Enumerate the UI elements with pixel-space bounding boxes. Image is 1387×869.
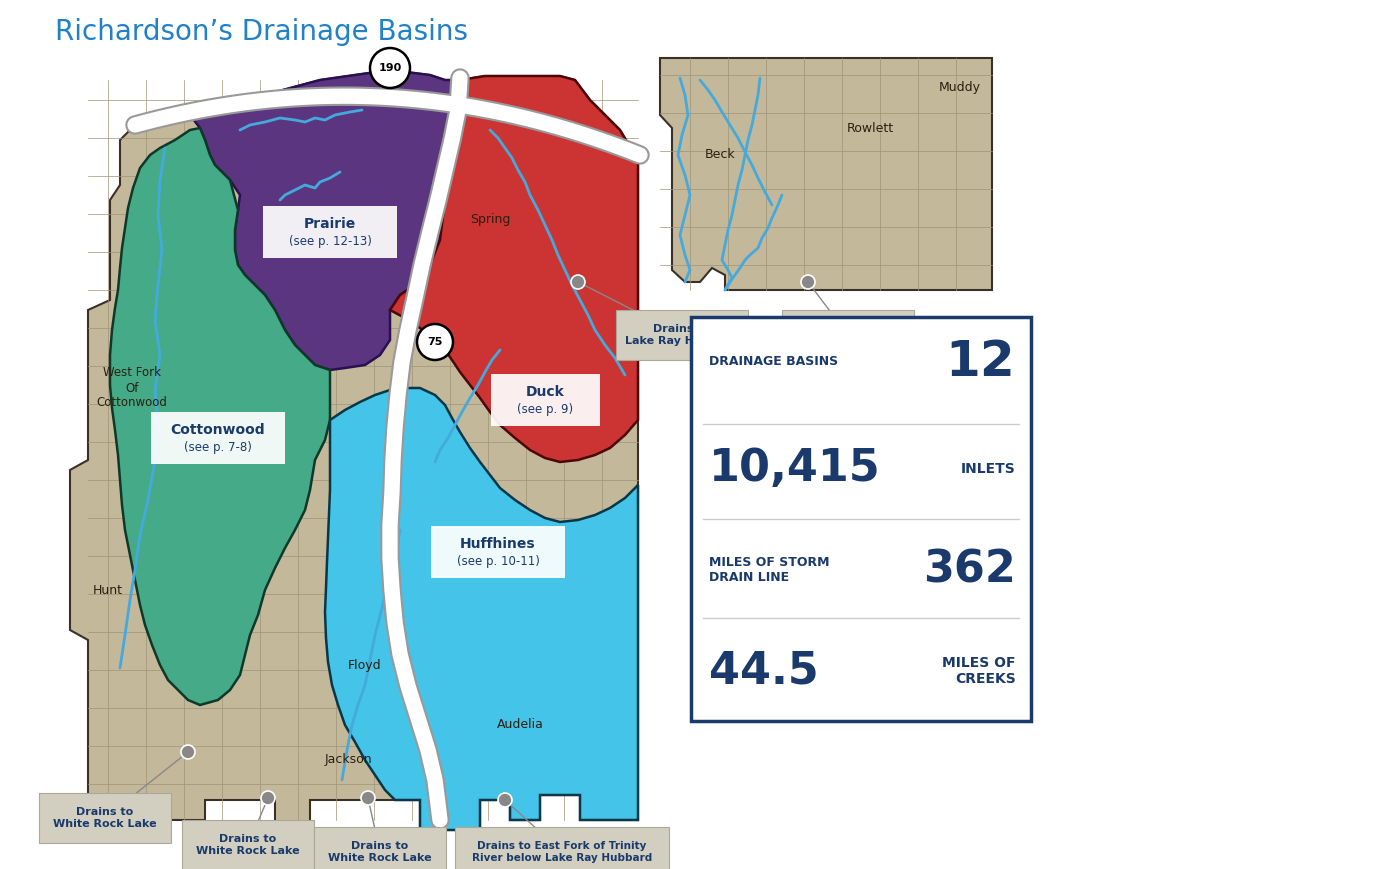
Text: 190: 190: [379, 63, 402, 73]
Polygon shape: [390, 76, 638, 462]
FancyBboxPatch shape: [264, 206, 397, 258]
Text: Drains to East Fork of Trinity
River below Lake Ray Hubbard: Drains to East Fork of Trinity River bel…: [472, 841, 652, 863]
Text: MILES OF
CREEKS: MILES OF CREEKS: [942, 655, 1015, 686]
Text: Huffhines: Huffhines: [460, 537, 535, 551]
Text: MILES OF STORM
DRAIN LINE: MILES OF STORM DRAIN LINE: [709, 556, 829, 584]
Text: Floyd: Floyd: [348, 659, 381, 672]
Text: (see p. 10-11): (see p. 10-11): [456, 555, 540, 568]
FancyBboxPatch shape: [431, 526, 565, 578]
Circle shape: [261, 791, 275, 805]
Circle shape: [802, 275, 816, 289]
Text: Duck: Duck: [526, 385, 565, 399]
Polygon shape: [325, 388, 638, 830]
Circle shape: [361, 791, 374, 805]
Polygon shape: [110, 128, 330, 705]
FancyBboxPatch shape: [39, 793, 171, 843]
Text: Beck: Beck: [705, 149, 735, 162]
Text: Rowlett: Rowlett: [846, 122, 893, 135]
Text: Jackson: Jackson: [325, 753, 372, 766]
Text: Spring: Spring: [470, 214, 510, 227]
Text: INLETS: INLETS: [961, 461, 1015, 475]
Text: Cottonwood: Cottonwood: [171, 423, 265, 437]
Text: Drains to
White Rock Lake: Drains to White Rock Lake: [196, 834, 300, 856]
Text: Richardson’s Drainage Basins: Richardson’s Drainage Basins: [55, 18, 467, 46]
Text: West Fork
Of
Cottonwood: West Fork Of Cottonwood: [97, 367, 168, 409]
FancyBboxPatch shape: [313, 827, 447, 869]
Polygon shape: [190, 70, 460, 370]
Text: DRAINAGE BASINS: DRAINAGE BASINS: [709, 355, 838, 368]
Text: Hunt: Hunt: [93, 583, 123, 596]
Circle shape: [180, 745, 196, 759]
Text: 10,415: 10,415: [709, 448, 881, 490]
Text: Drains to
Lake Ray Hubbard: Drains to Lake Ray Hubbard: [626, 324, 739, 346]
Text: Audelia: Audelia: [497, 719, 544, 732]
FancyBboxPatch shape: [151, 412, 284, 464]
Text: Drains to
Lake Ray Hubbard: Drains to Lake Ray Hubbard: [791, 324, 904, 346]
Text: 44.5: 44.5: [709, 649, 818, 693]
Circle shape: [571, 275, 585, 289]
Text: 362: 362: [922, 548, 1015, 591]
Text: (see p. 9): (see p. 9): [517, 403, 573, 416]
Text: Drains to
White Rock Lake: Drains to White Rock Lake: [53, 807, 157, 829]
Text: (see p. 12-13): (see p. 12-13): [288, 235, 372, 249]
Circle shape: [498, 793, 512, 807]
Text: Muddy: Muddy: [939, 82, 981, 95]
Circle shape: [417, 324, 454, 360]
FancyBboxPatch shape: [491, 374, 599, 426]
Text: Drains to
White Rock Lake: Drains to White Rock Lake: [329, 841, 431, 863]
Text: 12: 12: [946, 338, 1015, 386]
Polygon shape: [69, 70, 638, 830]
FancyBboxPatch shape: [782, 310, 914, 360]
FancyBboxPatch shape: [455, 827, 669, 869]
Text: (see p. 7-8): (see p. 7-8): [184, 441, 252, 454]
Circle shape: [370, 48, 411, 88]
Bar: [691, 317, 1031, 721]
Polygon shape: [660, 58, 992, 290]
Text: Prairie: Prairie: [304, 217, 356, 231]
FancyBboxPatch shape: [616, 310, 748, 360]
Text: 75: 75: [427, 337, 442, 347]
FancyBboxPatch shape: [182, 820, 313, 869]
